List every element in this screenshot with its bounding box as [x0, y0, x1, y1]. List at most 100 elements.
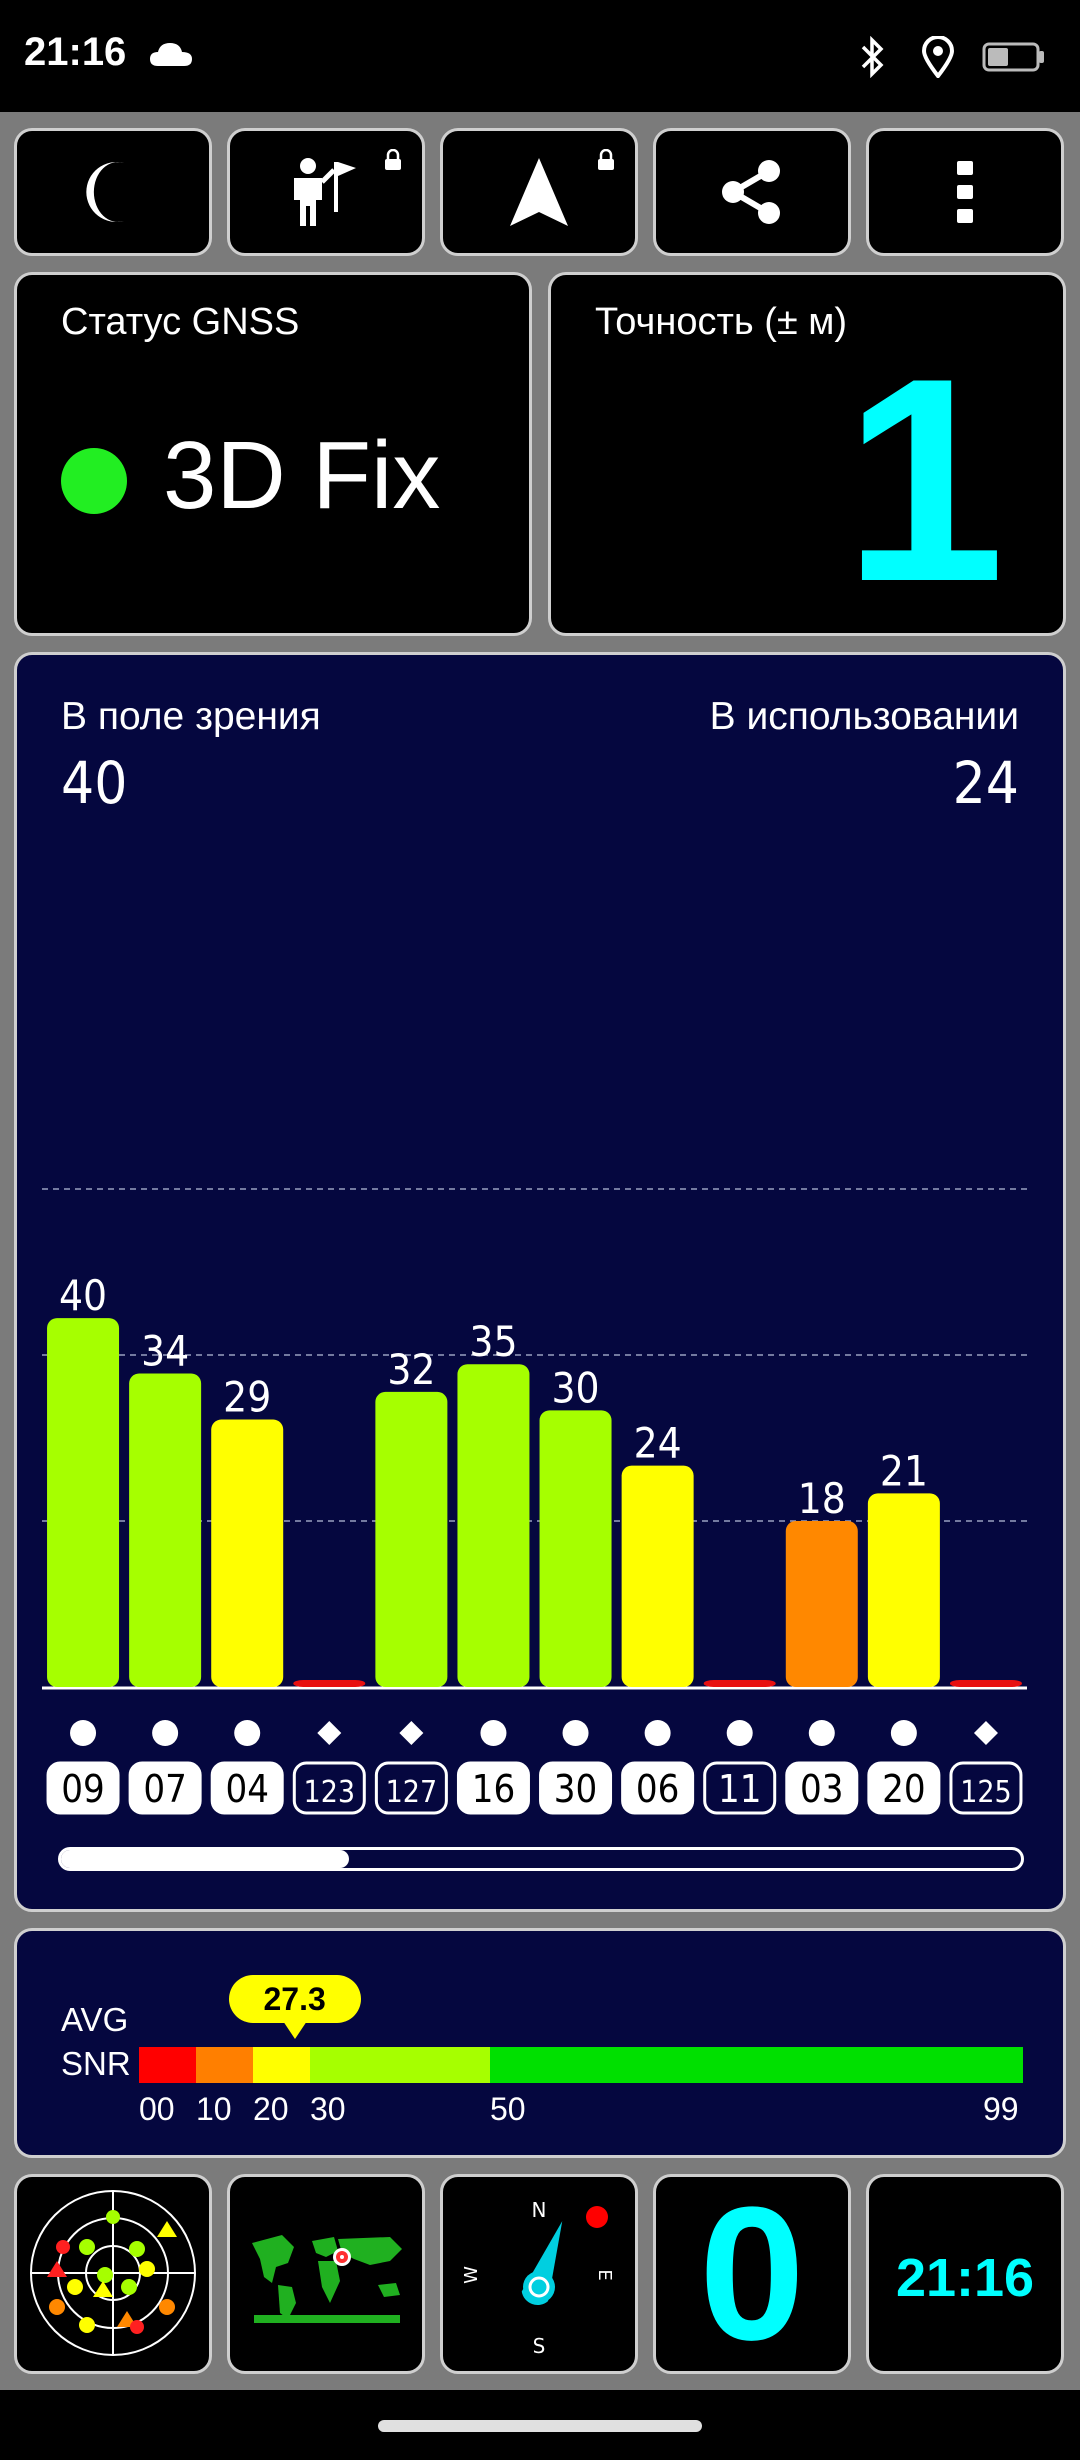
- snr-scale-label: 20: [253, 2091, 289, 2127]
- sbas-diamond-icon: [399, 1721, 424, 1745]
- snr-segment: [490, 2047, 1023, 2083]
- snr-label: SNR: [61, 2045, 131, 2082]
- world-map-tile[interactable]: [227, 2174, 425, 2374]
- night-mode-button[interactable]: [14, 128, 212, 256]
- sbas-diamond-icon: [973, 1721, 998, 1745]
- snr-value-label: 40: [59, 1271, 107, 1320]
- snr-value-label: 18: [798, 1474, 846, 1523]
- speed-value: 0: [699, 2174, 805, 2374]
- speed-tile[interactable]: 0: [653, 2174, 851, 2374]
- snr-value-label: 24: [634, 1419, 682, 1468]
- moon-icon: [86, 162, 124, 222]
- satellites-card[interactable]: В поле зрения 40 В использовании 24 40 09…: [14, 652, 1066, 1912]
- prn-box: [456, 1761, 530, 1815]
- snr-scale-bar: [139, 2047, 1023, 2083]
- snr-value-label: 30: [552, 1363, 600, 1412]
- accuracy-card[interactable]: Точность (± м) 1: [548, 272, 1066, 636]
- prn-box: [374, 1761, 448, 1815]
- snr-bar-chart: 40 09 34 07 29 04 123 32 127 35 16 30 30 24 06 11 18 03 21…: [42, 1188, 1027, 1815]
- snr-bar-127: [375, 1391, 448, 1687]
- snr-bar-03: [785, 1521, 858, 1687]
- gps-circle-icon: [726, 1720, 753, 1746]
- gps-circle-icon: [890, 1720, 917, 1746]
- in-use-label: В использовании: [709, 695, 1019, 738]
- snr-bar-20: [867, 1493, 940, 1687]
- home-gesture-bar[interactable]: [378, 2420, 702, 2432]
- snr-value-label: 29: [223, 1373, 271, 1422]
- snr-scale-label: 50: [490, 2091, 526, 2127]
- gps-circle-icon: [234, 1720, 261, 1746]
- snr-scale-label: 00: [139, 2091, 175, 2127]
- navigate-button[interactable]: [440, 128, 638, 256]
- more-vertical-icon: [957, 161, 973, 223]
- cloud-icon: [150, 43, 192, 66]
- snr-bar-06: [621, 1465, 694, 1687]
- status-time: 21:16: [24, 30, 127, 74]
- share-button[interactable]: [653, 128, 851, 256]
- prn-box: [128, 1761, 202, 1815]
- waypoint-button[interactable]: [227, 128, 425, 256]
- gps-circle-icon: [480, 1720, 507, 1746]
- snr-segment: [253, 2047, 310, 2083]
- prn-box: [539, 1761, 613, 1815]
- snr-bar-07: [129, 1373, 202, 1687]
- snr-value-label: 32: [387, 1345, 435, 1394]
- prn-label: 07: [143, 1767, 187, 1811]
- prn-label: 16: [472, 1767, 516, 1811]
- compass-s-label: S: [533, 2334, 546, 2358]
- bluetooth-icon: [861, 36, 884, 78]
- scrollbar-thumb[interactable]: [61, 1850, 349, 1868]
- battery-icon: [982, 42, 1044, 72]
- snr-value-label: 35: [469, 1317, 517, 1366]
- prn-label: 09: [61, 1767, 105, 1811]
- snr-bar-123: [293, 1680, 366, 1687]
- clock-value: 21:16: [895, 2248, 1035, 2308]
- prn-label: 03: [800, 1767, 844, 1811]
- prn-label: 20: [882, 1767, 926, 1811]
- gps-circle-icon: [808, 1720, 835, 1746]
- accuracy-value: 1: [843, 318, 1005, 642]
- snr-scale-label: 99: [983, 2091, 1019, 2127]
- avg-snr-value: 27.3: [263, 1981, 326, 2017]
- compass-e-label: E: [594, 2269, 615, 2280]
- sbas-diamond-icon: [317, 1721, 342, 1745]
- snr-bar-30: [539, 1410, 612, 1687]
- snr-segment: [139, 2047, 196, 2083]
- prn-label: 04: [225, 1767, 269, 1811]
- compass-tile[interactable]: N S W E: [440, 2174, 638, 2374]
- sky-plot-icon: [30, 2190, 196, 2356]
- more-options-button[interactable]: [866, 128, 1064, 256]
- world-map-icon: [252, 2235, 402, 2323]
- prn-label: 125: [960, 1775, 1012, 1810]
- status-indicator-dot: [61, 448, 127, 514]
- prn-box: [621, 1761, 695, 1815]
- satellite-scrollbar[interactable]: [58, 1847, 1024, 1871]
- gps-circle-icon: [562, 1720, 589, 1746]
- in-use-count: 24: [952, 749, 1019, 817]
- snr-scale-label: 30: [310, 2091, 346, 2127]
- snr-segment: [310, 2047, 490, 2083]
- prn-box: [46, 1761, 120, 1815]
- snr-bar-09: [47, 1318, 120, 1687]
- prn-box: [785, 1761, 859, 1815]
- gps-circle-icon: [70, 1720, 97, 1746]
- lock-icon: [385, 149, 401, 170]
- clock-tile[interactable]: 21:16: [866, 2174, 1064, 2374]
- person-flag-icon: [294, 158, 356, 226]
- snr-bar-04: [211, 1419, 284, 1687]
- snr-value-label: 34: [141, 1326, 189, 1375]
- prn-label: 127: [386, 1775, 438, 1810]
- compass-w-label: W: [461, 2266, 482, 2284]
- sky-view-tile[interactable]: [14, 2174, 212, 2374]
- lock-icon: [598, 149, 614, 170]
- gps-circle-icon: [152, 1720, 179, 1746]
- prn-box: [949, 1761, 1023, 1815]
- snr-bar-16: [457, 1364, 530, 1687]
- gnss-status-value: 3D Fix: [163, 422, 441, 529]
- avg-snr-card[interactable]: AVG SNR 00 10 20 30 50 99 27.3: [14, 1928, 1066, 2158]
- snr-bar-125: [949, 1680, 1022, 1687]
- snr-segment: [196, 2047, 253, 2083]
- gnss-status-card[interactable]: Статус GNSS 3D Fix: [14, 272, 532, 636]
- prn-label: 123: [304, 1775, 356, 1810]
- snr-scale-label: 10: [196, 2091, 232, 2127]
